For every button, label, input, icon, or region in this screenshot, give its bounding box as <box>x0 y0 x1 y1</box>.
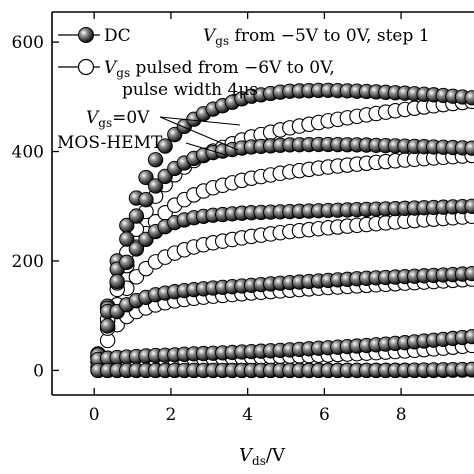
dc-marker <box>464 90 474 106</box>
x-tick-label: 2 <box>166 405 177 425</box>
axis-ticks: 0 2 4 6 8 0 200 400 600 <box>12 12 407 425</box>
data-markers <box>90 82 474 379</box>
dc-marker <box>119 231 135 247</box>
x-tick-label: 0 <box>89 405 100 425</box>
y-tick-label: 600 <box>12 33 44 53</box>
dc-marker <box>464 198 474 214</box>
annotation-vgs: Vgs=0V <box>86 108 150 130</box>
annotation-device: MOS-HEMT <box>57 133 163 153</box>
legend: DC Vgs from −5V to 0V, step 1 Vgs pulsed… <box>58 26 430 100</box>
annotation-arrow-dc <box>159 116 241 126</box>
x-tick-label: 4 <box>242 405 253 425</box>
dc-marker <box>157 138 173 154</box>
dc-marker <box>138 169 154 186</box>
legend-marker-pulsed <box>77 58 95 76</box>
dc-marker <box>109 273 125 290</box>
y-tick-label: 400 <box>12 143 44 163</box>
plot-frame <box>51 11 474 396</box>
dc-marker <box>128 208 145 224</box>
dc-marker <box>147 152 164 168</box>
legend-label-dc: DC <box>104 26 131 46</box>
dc-marker <box>99 318 116 334</box>
dc-marker <box>147 178 164 194</box>
legend-entry-dc: DC <box>58 26 131 46</box>
legend-entry-pulsed: Vgs pulsed from −6V to 0V, pulse width 4… <box>58 58 335 100</box>
legend-label-pulsed-line2: pulse width 4μs <box>122 80 258 100</box>
legend-marker-dc <box>78 27 94 43</box>
legend-label-pulsed: Vgs pulsed from −6V to 0V, <box>104 58 335 80</box>
dc-marker <box>138 192 154 208</box>
dc-marker <box>119 254 135 270</box>
legend-header: Vgs from −5V to 0V, step 1 <box>203 26 430 48</box>
dc-marker <box>128 241 145 257</box>
annotation-arrow-device <box>185 142 227 156</box>
dc-marker <box>464 361 474 377</box>
x-axis-label: Vds/V <box>239 445 286 468</box>
x-tick-label: 8 <box>396 405 407 425</box>
annotations: Vgs=0V MOS-HEMT <box>57 108 241 156</box>
dc-marker <box>464 328 474 345</box>
annotation-arrow-pulsed <box>159 116 239 151</box>
dc-marker <box>464 140 474 156</box>
x-tick-label: 6 <box>319 405 330 425</box>
y-tick-label: 0 <box>33 361 44 381</box>
dc-marker <box>464 265 474 282</box>
y-tick-label: 200 <box>12 252 44 272</box>
